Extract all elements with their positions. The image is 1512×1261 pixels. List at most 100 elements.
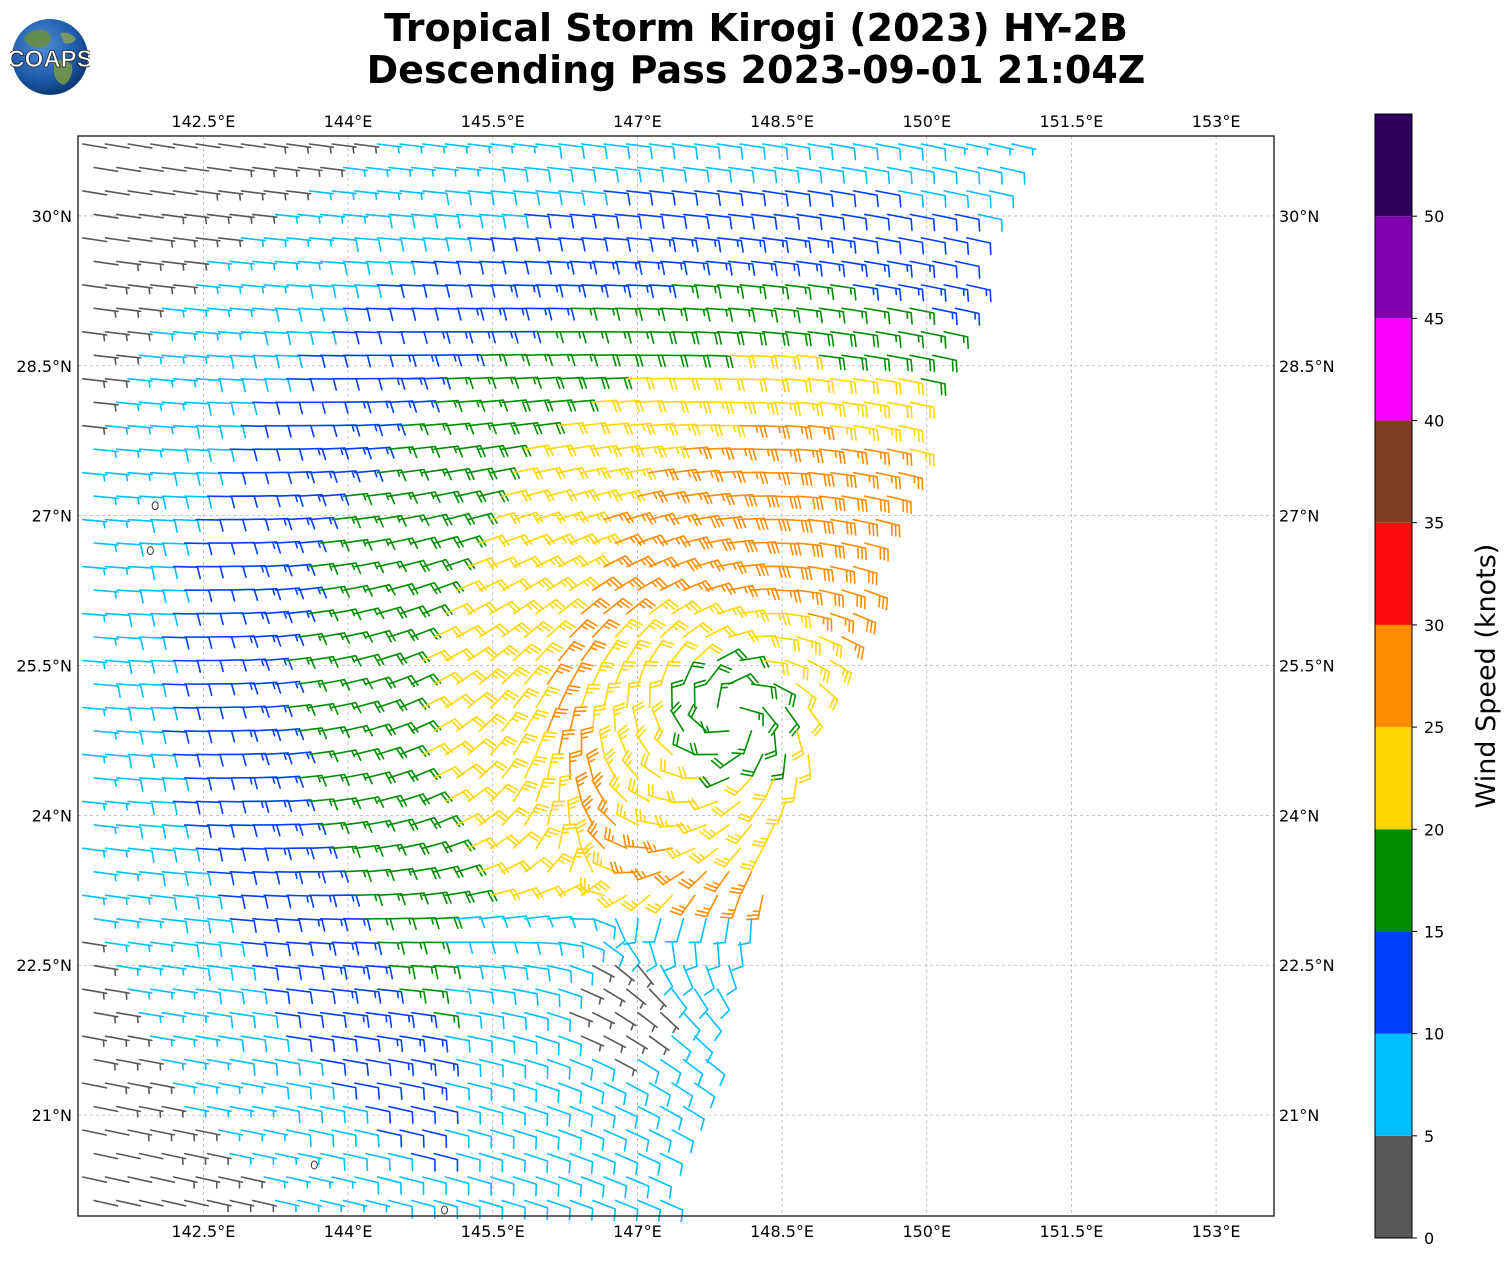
wind-barb — [660, 660, 682, 685]
wind-barb — [161, 1199, 187, 1207]
wind-barb — [150, 988, 176, 1000]
wind-barb — [569, 662, 594, 685]
wind-barb — [206, 307, 233, 318]
lat-tick-label-right: 30°N — [1279, 207, 1319, 226]
wind-barb — [796, 166, 823, 184]
wind-barb — [184, 589, 213, 603]
wind-barb — [444, 1129, 470, 1149]
colorbar-bin — [1375, 931, 1412, 1034]
wind-barb — [603, 1035, 627, 1053]
wind-barb — [773, 683, 797, 708]
wind-barb — [558, 1176, 583, 1198]
wind-barb — [682, 1105, 705, 1131]
wind-barb — [648, 143, 676, 160]
lon-tick-label-top: 144°E — [324, 112, 373, 131]
wind-barb — [320, 1058, 347, 1076]
wind-barb — [688, 847, 719, 864]
wind-barb — [218, 284, 244, 294]
wind-barb — [376, 843, 407, 856]
wind-barb — [886, 213, 913, 231]
wind-barb — [195, 1129, 221, 1142]
wind-barb — [478, 713, 508, 732]
wind-barb — [229, 1011, 256, 1029]
wind-barb — [535, 827, 561, 850]
wind-barb — [150, 1035, 176, 1047]
wind-barb — [297, 918, 326, 932]
wind-barb — [598, 725, 612, 756]
wind-barb — [104, 800, 131, 811]
wind-barb — [410, 627, 442, 640]
wind-barb — [512, 422, 543, 435]
wind-barb — [263, 190, 289, 201]
wind-barb — [648, 190, 676, 206]
wind-barb — [614, 166, 642, 183]
wind-barb — [864, 354, 891, 372]
wind-barb — [635, 808, 662, 826]
wind-barb — [218, 237, 244, 248]
lat-tick-label-left: 22.5°N — [16, 956, 72, 975]
lat-tick-label-right: 25.5°N — [1279, 657, 1335, 676]
lon-tick-label-top: 148.5°E — [750, 112, 814, 131]
wind-barb — [342, 166, 369, 177]
wind-barb — [184, 1011, 210, 1023]
wind-barb — [614, 576, 645, 591]
wind-barb — [569, 1011, 594, 1028]
wind-barb — [614, 1152, 639, 1176]
wind-barb — [388, 260, 416, 275]
wind-barb — [467, 1082, 493, 1102]
wind-barb — [104, 518, 131, 529]
wind-barb — [308, 988, 336, 1005]
wind-barb — [671, 600, 702, 615]
wind-barb — [637, 166, 665, 183]
wind-barb — [184, 730, 213, 744]
wind-barb — [669, 894, 696, 916]
logo-text: COAPS — [10, 46, 90, 73]
wind-barb — [1000, 166, 1026, 185]
wind-barb — [308, 378, 338, 391]
wind-barb — [297, 964, 325, 981]
wind-barb — [195, 424, 224, 439]
wind-barb — [886, 401, 913, 419]
wind-barb — [342, 354, 372, 368]
wind-barb — [660, 1199, 684, 1223]
wind-barb — [705, 625, 736, 638]
wind-barb — [399, 842, 430, 856]
wind-barb — [252, 494, 281, 508]
wind-barb — [104, 612, 133, 628]
wind-barb — [240, 988, 268, 1005]
wind-barb — [184, 777, 213, 791]
lat-tick-label-left: 25.5°N — [16, 657, 72, 676]
wind-barb — [93, 871, 119, 882]
wind-barb — [456, 166, 482, 177]
wind-barb — [635, 725, 651, 756]
wind-barb — [467, 330, 496, 344]
wind-barb — [864, 495, 890, 514]
wind-barb — [830, 565, 856, 584]
wind-barb — [535, 1176, 560, 1197]
wind-barb — [172, 1176, 198, 1189]
wind-barb — [682, 400, 712, 414]
wind-barb — [637, 445, 668, 458]
wind-barb — [603, 597, 633, 615]
wind-barb — [410, 1199, 436, 1219]
wind-barb — [308, 750, 339, 763]
wind-barb — [206, 1152, 232, 1165]
wind-barb — [365, 964, 394, 980]
wind-barb — [886, 260, 913, 278]
wind-barb — [161, 354, 187, 365]
wind-barb — [82, 424, 108, 435]
wind-barb — [150, 284, 176, 295]
wind-barb — [286, 1129, 312, 1148]
wind-barb — [731, 730, 753, 755]
wind-barb — [627, 777, 651, 803]
wind-barb — [580, 876, 605, 897]
wind-barb — [966, 143, 992, 156]
wind-barb — [728, 493, 758, 507]
wind-barb — [82, 941, 108, 953]
wind-barb — [660, 354, 689, 368]
wind-barb — [365, 492, 396, 505]
wind-barb — [127, 331, 153, 342]
wind-barb — [161, 542, 190, 556]
wind-barb — [184, 824, 212, 839]
wind-barb — [716, 143, 744, 160]
